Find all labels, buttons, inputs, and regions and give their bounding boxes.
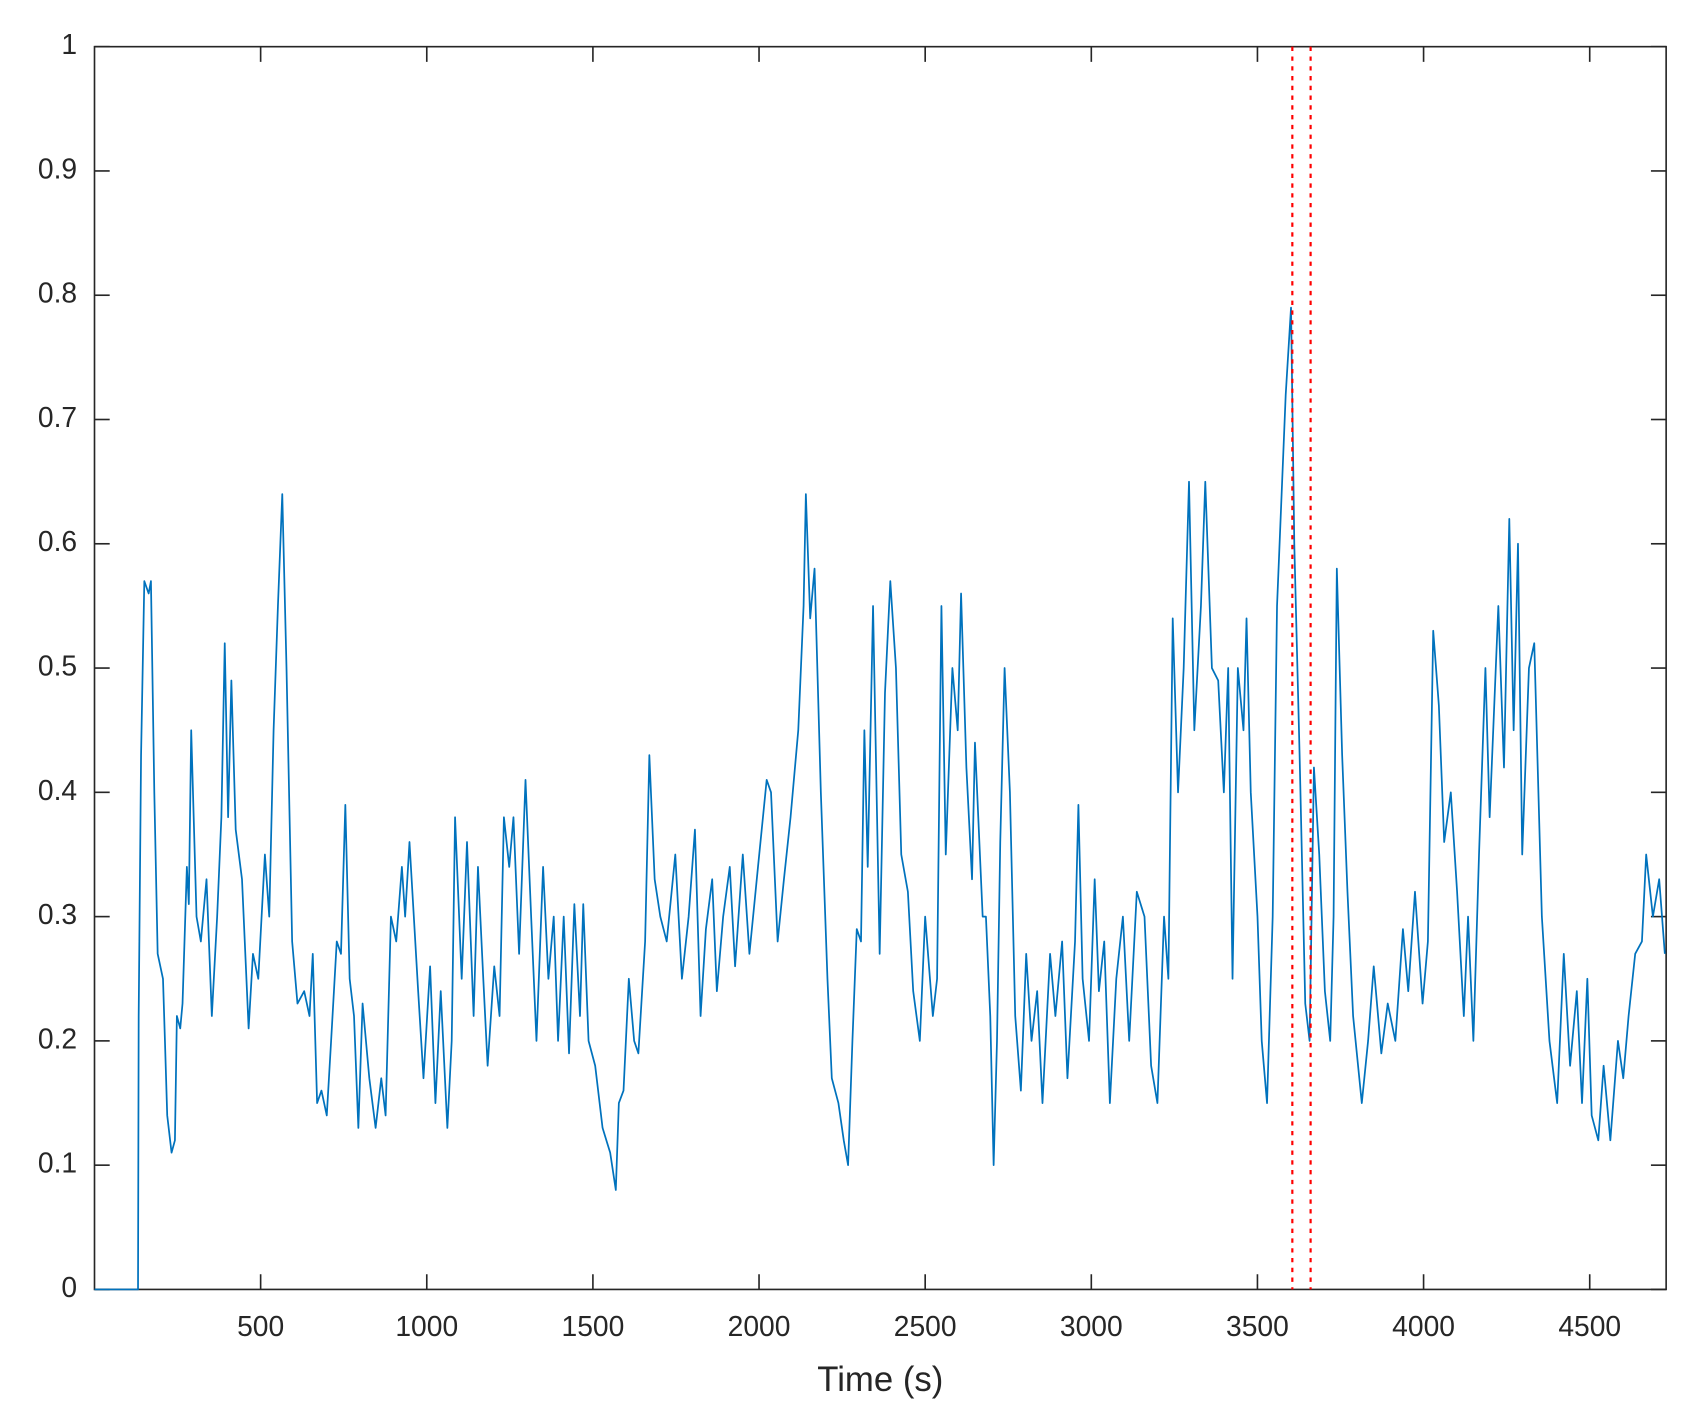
x-tick-label: 3500 xyxy=(1226,1310,1289,1342)
x-tick-label: 3000 xyxy=(1060,1310,1123,1342)
x-tick-label: 2500 xyxy=(894,1310,957,1342)
x-tick-label: 1500 xyxy=(562,1310,625,1342)
x-axis-label: Time (s) xyxy=(817,1361,943,1399)
x-tick-label: 1000 xyxy=(395,1310,458,1342)
x-tick-label: 2000 xyxy=(728,1310,791,1342)
y-tick-label: 0.9 xyxy=(38,152,77,184)
y-tick-label: 0.7 xyxy=(38,401,77,433)
y-tick-label: 0.8 xyxy=(38,277,77,309)
y-tick-label: 0.2 xyxy=(38,1022,77,1054)
data-line xyxy=(94,306,1666,1291)
plot-frame xyxy=(93,45,1667,1291)
y-tick-label: 0 xyxy=(61,1271,77,1303)
y-tick-label: 0.4 xyxy=(38,774,77,806)
y-tick-label: 0.3 xyxy=(38,898,77,930)
y-tick-label: 0.5 xyxy=(38,650,77,682)
y-tick-label: 1 xyxy=(61,28,77,60)
y-tick-label: 0.6 xyxy=(38,525,77,557)
x-tick-label: 4500 xyxy=(1558,1310,1621,1342)
x-tick-label: 4000 xyxy=(1392,1310,1455,1342)
y-tick-label: 0.1 xyxy=(38,1147,77,1179)
x-tick-label: 500 xyxy=(237,1310,284,1342)
